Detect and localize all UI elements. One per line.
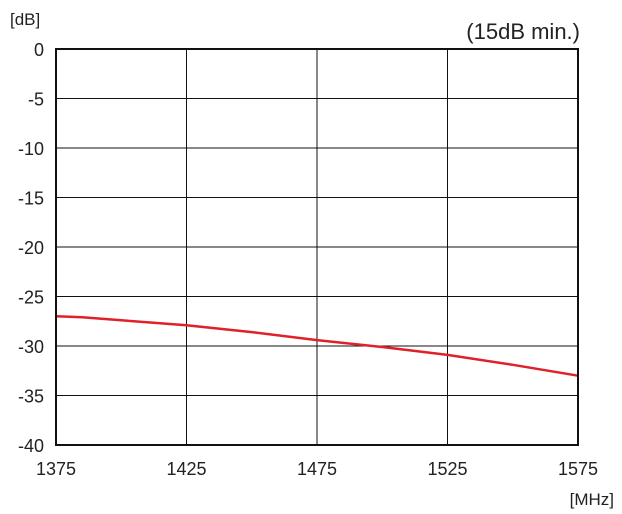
series-line xyxy=(55,315,579,377)
y-tick-label: -40 xyxy=(18,436,44,456)
y-tick-label: -15 xyxy=(18,189,44,209)
y-tick-label: -30 xyxy=(18,337,44,357)
x-tick-label: 1375 xyxy=(36,459,76,479)
plot-frame xyxy=(55,48,579,446)
x-tick-label: 1575 xyxy=(558,459,598,479)
y-tick-label: -10 xyxy=(18,139,44,159)
y-tick-labels: 0 -5 -10 -15 -20 -25 -30 -35 -40 xyxy=(18,40,44,456)
x-tick-label: 1525 xyxy=(427,459,467,479)
series-layer xyxy=(55,315,579,377)
x-axis-unit: [MHz] xyxy=(570,490,614,509)
x-tick-label: 1475 xyxy=(297,459,337,479)
y-tick-label: -35 xyxy=(18,387,44,407)
x-tick-label: 1425 xyxy=(166,459,206,479)
y-tick-label: -5 xyxy=(28,90,44,110)
y-axis-unit: [dB] xyxy=(10,10,40,29)
x-tick-labels: 1375 1425 1475 1525 1575 xyxy=(36,459,598,479)
y-tick-label: -25 xyxy=(18,288,44,308)
min-spec-note: (15dB min.) xyxy=(466,19,580,44)
grid xyxy=(55,48,579,446)
y-tick-label: 0 xyxy=(34,40,44,60)
y-tick-label: -20 xyxy=(18,238,44,258)
